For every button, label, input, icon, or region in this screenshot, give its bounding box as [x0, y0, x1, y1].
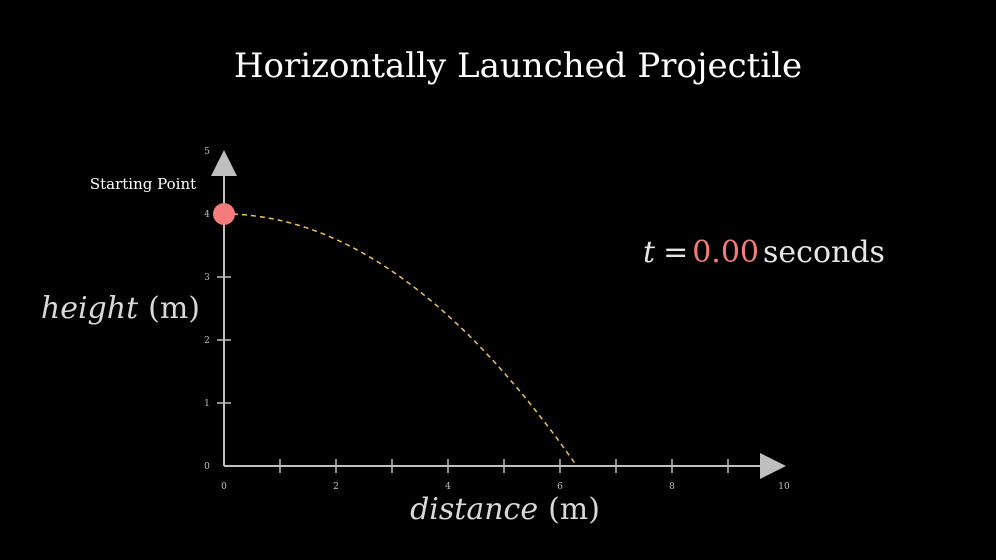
time-value: 0.00: [692, 235, 759, 270]
y-tick-label: 0: [204, 462, 210, 472]
y-tick-label: 4: [204, 210, 210, 220]
y-tick-label: 2: [204, 336, 210, 346]
y-axis: [211, 150, 237, 466]
trajectory-path: [223, 213, 578, 467]
time-unit: seconds: [763, 235, 885, 270]
projectile-ball: [213, 203, 235, 225]
x-axis-label-var: distance: [410, 492, 538, 527]
x-axis-arrow-icon: [760, 453, 786, 479]
time-readout: t = 0.00 seconds: [643, 235, 885, 270]
x-tick-label: 10: [778, 482, 790, 492]
y-axis-label: height (m): [41, 291, 200, 326]
time-var: t: [643, 235, 656, 270]
x-tick-label: 0: [221, 482, 227, 492]
x-ticks: [279, 459, 729, 473]
x-tick-label: 4: [445, 482, 451, 492]
x-axis: [224, 453, 786, 479]
diagram-title: Horizontally Launched Projectile: [234, 46, 802, 86]
y-tick-label: 1: [204, 399, 210, 409]
x-tick-labels: 0 2 4 6 8 10: [221, 482, 790, 492]
y-tick-labels: 0 1 2 3 4 5: [204, 147, 210, 472]
y-tick-label: 5: [204, 147, 210, 157]
x-axis-label-unit: (m): [548, 492, 600, 527]
y-axis-label-var: height: [41, 291, 139, 326]
x-tick-label: 8: [669, 482, 675, 492]
x-tick-label: 2: [333, 482, 339, 492]
x-axis-label: distance (m): [410, 492, 600, 527]
y-tick-label: 3: [204, 273, 210, 283]
y-axis-arrow-icon: [211, 150, 237, 176]
y-axis-label-unit: (m): [148, 291, 200, 326]
starting-point-label: Starting Point: [90, 175, 196, 193]
time-equals: =: [663, 235, 688, 270]
x-tick-label: 6: [557, 482, 563, 492]
